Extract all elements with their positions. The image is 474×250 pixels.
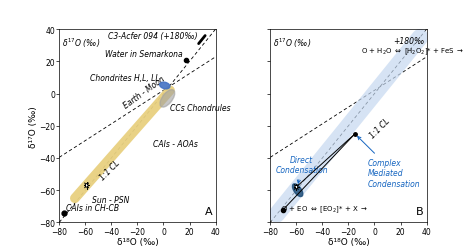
Circle shape [85, 184, 88, 187]
Text: $\delta^{17}$O (‰): $\delta^{17}$O (‰) [273, 36, 311, 50]
Ellipse shape [292, 184, 303, 197]
X-axis label: δ¹⁸O (‰): δ¹⁸O (‰) [117, 237, 158, 246]
X-axis label: δ¹⁸O (‰): δ¹⁸O (‰) [328, 237, 369, 246]
Ellipse shape [160, 83, 170, 89]
Ellipse shape [160, 90, 175, 108]
Text: Earth - Moon: Earth - Moon [122, 74, 166, 110]
Text: Direct
Condensation: Direct Condensation [275, 155, 328, 184]
Circle shape [295, 186, 298, 189]
Text: CAIs in CH-CB: CAIs in CH-CB [66, 204, 119, 212]
Text: C3-Acfer 094 (+180‰): C3-Acfer 094 (+180‰) [108, 32, 197, 41]
Text: Water in Semarkona: Water in Semarkona [105, 50, 183, 59]
Text: Chondrites H,L, LL: Chondrites H,L, LL [90, 74, 160, 83]
Text: Complex
Mediated
Condensation: Complex Mediated Condensation [358, 137, 420, 188]
Text: CCs Chondrules: CCs Chondrules [170, 104, 231, 113]
Text: +180‰: +180‰ [393, 36, 424, 46]
Text: CAIs - AOAs: CAIs - AOAs [153, 139, 198, 148]
Text: 1:1 CL: 1:1 CL [368, 117, 392, 140]
Text: O + EO $\Leftrightarrow$ [EO$_2$]* + X $\rightarrow$: O + EO $\Leftrightarrow$ [EO$_2$]* + X $… [281, 203, 368, 214]
Y-axis label: δ¹⁷O (‰): δ¹⁷O (‰) [28, 106, 37, 147]
Text: Sun - PSN: Sun - PSN [92, 195, 129, 204]
Text: A: A [205, 206, 213, 216]
Text: B: B [416, 206, 424, 216]
Text: O + H$_2$O $\Leftrightarrow$ [H$_2$O$_2$]* + FeS $\rightarrow$: O + H$_2$O $\Leftrightarrow$ [H$_2$O$_2$… [362, 46, 465, 56]
Text: 1:1 CL: 1:1 CL [98, 158, 122, 182]
Text: $\delta^{17}$O (‰): $\delta^{17}$O (‰) [62, 36, 100, 50]
